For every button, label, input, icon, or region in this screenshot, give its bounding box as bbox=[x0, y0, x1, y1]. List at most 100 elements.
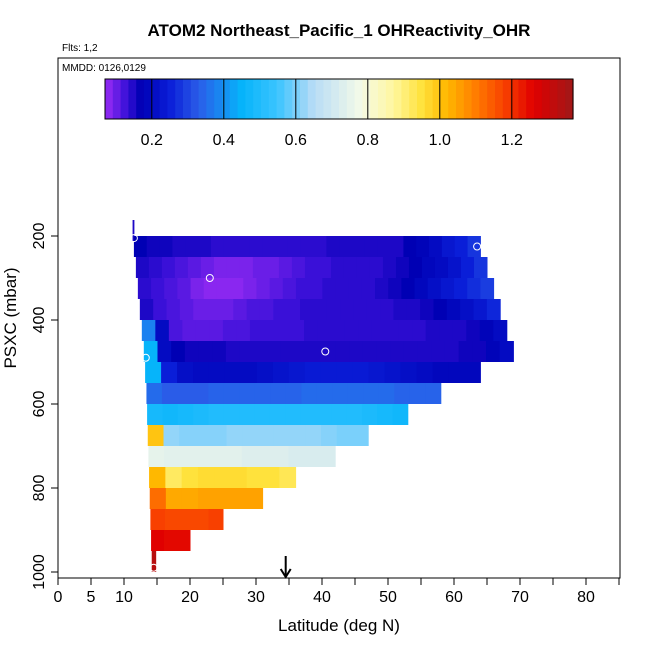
heatmap-cell bbox=[257, 425, 275, 446]
x-tick-label: 0 bbox=[54, 589, 63, 606]
heatmap-cell bbox=[320, 362, 338, 383]
heatmap-cell bbox=[214, 467, 231, 488]
heatmap-cell bbox=[330, 257, 345, 278]
heatmap-cell bbox=[285, 404, 301, 425]
heatmap-cell bbox=[200, 257, 215, 278]
heatmap-cell bbox=[288, 446, 305, 467]
heatmap-cell bbox=[336, 425, 353, 446]
heatmap-cell bbox=[198, 488, 215, 509]
heatmap-cell bbox=[286, 299, 301, 320]
heatmap-cell bbox=[171, 341, 186, 362]
heatmap-cell bbox=[254, 404, 271, 425]
heatmap-cell bbox=[139, 299, 154, 320]
heatmap-cell bbox=[147, 425, 165, 446]
heatmap-cell bbox=[146, 383, 163, 404]
x-tick-label: 5 bbox=[87, 589, 96, 606]
heatmap-cell bbox=[363, 383, 380, 404]
heatmap-cell bbox=[346, 404, 363, 425]
heatmap-cell bbox=[425, 383, 442, 404]
heatmap-cell bbox=[348, 278, 363, 299]
heatmap-cell bbox=[149, 488, 167, 509]
heatmap-cell bbox=[466, 320, 481, 341]
heatmap-cell bbox=[474, 257, 488, 278]
heatmap-cell bbox=[305, 425, 322, 446]
heatmap-cell bbox=[187, 257, 202, 278]
heatmap-cell bbox=[225, 341, 241, 362]
heatmap-cell bbox=[313, 299, 328, 320]
colorbar-segment bbox=[245, 79, 254, 119]
heatmap-cell bbox=[300, 236, 315, 257]
colorbar-segment bbox=[378, 79, 387, 119]
heatmap-cell bbox=[272, 446, 290, 467]
heatmap-cell bbox=[257, 446, 274, 467]
colorbar-segment bbox=[229, 79, 239, 119]
heatmap-cell bbox=[219, 299, 234, 320]
sample-marker bbox=[141, 353, 150, 362]
heatmap-cell bbox=[409, 383, 426, 404]
heatmap-cell bbox=[163, 446, 181, 467]
colorbar-tick-label: 1.2 bbox=[501, 132, 523, 149]
heatmap-cell bbox=[376, 341, 391, 362]
heatmap-cell bbox=[190, 278, 205, 299]
colorbar-segment bbox=[471, 79, 480, 119]
heatmap-cell bbox=[300, 299, 314, 320]
heatmap-cell bbox=[377, 236, 392, 257]
heatmap-cell bbox=[480, 278, 495, 299]
heatmap-cell bbox=[313, 236, 327, 257]
heatmap-cell bbox=[339, 236, 353, 257]
colorbar-segment bbox=[261, 79, 270, 119]
heatmap-cell bbox=[441, 236, 456, 257]
heatmap-cell bbox=[452, 320, 467, 341]
heatmap-cell bbox=[331, 320, 346, 341]
heatmap-cell bbox=[460, 299, 475, 320]
colorbar-segment bbox=[105, 79, 114, 119]
colorbar-segment bbox=[120, 79, 129, 119]
heatmap-cell bbox=[182, 320, 197, 341]
heatmap-cell bbox=[467, 236, 481, 257]
heatmap-cell bbox=[304, 320, 319, 341]
colorbar-segment bbox=[136, 79, 145, 119]
heatmap-cell bbox=[473, 299, 488, 320]
x-tick-label: 60 bbox=[445, 589, 463, 606]
heatmap-cell bbox=[304, 257, 319, 278]
heatmap-cell bbox=[317, 320, 332, 341]
heatmap-cell bbox=[256, 278, 271, 299]
heatmap-cell bbox=[161, 362, 178, 383]
colorbar-segment bbox=[276, 79, 285, 119]
heatmap-cell bbox=[213, 257, 228, 278]
heatmap-cell bbox=[224, 362, 242, 383]
colorbar: 0.2 0.4 0.6 0.8 1.0 1.2 bbox=[104, 78, 574, 149]
heatmap-cell bbox=[301, 383, 318, 404]
heatmap-cell bbox=[358, 320, 373, 341]
colorbar-segment bbox=[487, 79, 496, 119]
colorbar-segment bbox=[541, 79, 551, 119]
colorbar-segment bbox=[479, 79, 488, 119]
heatmap-cell bbox=[230, 278, 244, 299]
heatmap-cell bbox=[166, 299, 181, 320]
heatmap-cell bbox=[385, 320, 400, 341]
heatmap-cell bbox=[282, 278, 297, 299]
heatmap-cell bbox=[352, 236, 366, 257]
heatmap-cell bbox=[249, 236, 263, 257]
heatmap-cell bbox=[157, 341, 172, 362]
heatmap-cell bbox=[256, 362, 274, 383]
colorbar-segment bbox=[456, 79, 465, 119]
colorbar-segment bbox=[463, 79, 473, 119]
heatmap-cell bbox=[133, 236, 148, 257]
heatmap-cell bbox=[336, 362, 354, 383]
heatmap-cell bbox=[184, 341, 200, 362]
heatmap-cell bbox=[326, 236, 340, 257]
heatmap-cell bbox=[304, 446, 321, 467]
colorbar-segment bbox=[417, 79, 426, 119]
colorbar-segment bbox=[315, 79, 324, 119]
heatmap-cell bbox=[246, 488, 264, 509]
heatmap-cell bbox=[277, 320, 292, 341]
heatmap-cell bbox=[208, 383, 225, 404]
colorbar-tick-label: 0.2 bbox=[141, 132, 163, 149]
heatmap-cell bbox=[210, 236, 225, 257]
heatmap-cell bbox=[288, 362, 306, 383]
colorbar-segment bbox=[549, 79, 558, 119]
heatmap-cell bbox=[161, 383, 178, 404]
heatmap-cell bbox=[195, 446, 212, 467]
heatmap-cell bbox=[361, 278, 376, 299]
